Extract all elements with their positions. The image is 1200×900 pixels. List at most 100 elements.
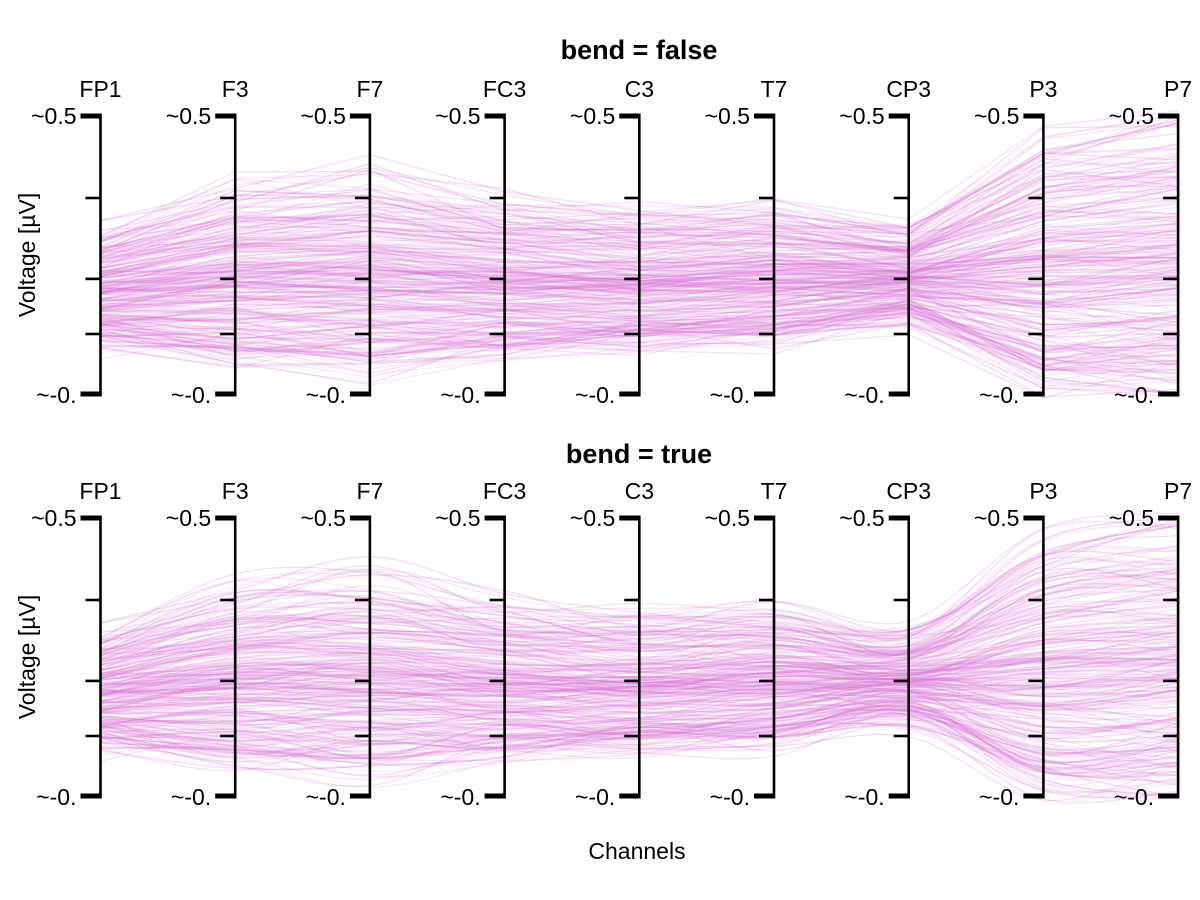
axis-tick: [1163, 734, 1179, 738]
axis-tick: [489, 598, 505, 602]
axis-tick: [888, 793, 909, 799]
axis-tick: [619, 391, 640, 397]
axis-tick: [759, 196, 774, 200]
axis-tick: [215, 793, 236, 799]
axis-tick-label-bottom: ~-0.: [171, 784, 211, 810]
axis-tick: [1163, 679, 1179, 683]
axis-tick: [888, 391, 909, 397]
axis-spine: [99, 113, 102, 397]
axis-tick-label-bottom: ~-0.: [171, 382, 211, 408]
axis-tick-label-top: ~0.5: [1109, 103, 1154, 129]
axis-tick: [85, 196, 101, 200]
axis-tick: [1023, 515, 1044, 521]
axis-spine: [99, 515, 102, 799]
axis-spine: [772, 515, 776, 799]
axis-tick: [220, 196, 236, 200]
channel-label: CP3: [886, 76, 931, 102]
axis-tick-label-top: ~0.5: [166, 505, 211, 531]
axis-tick: [1028, 196, 1044, 200]
channel-label: T7: [761, 76, 788, 102]
axis-tick: [354, 332, 370, 336]
data-line: [100, 523, 1179, 642]
axis-spine: [907, 113, 910, 397]
axis-tick: [489, 196, 505, 200]
axis-tick: [888, 113, 909, 119]
axis-tick: [354, 734, 370, 738]
axis-tick-label-bottom: ~-0.: [1114, 784, 1154, 810]
axis-tick-label-bottom: ~-0.: [440, 382, 480, 408]
axis-tick-label-bottom: ~-0.: [575, 382, 615, 408]
channel-label: C3: [625, 478, 654, 504]
axes: FP1~0.5~-0.F3~0.5~-0.F7~0.5~-0.FC3~0.5~-…: [31, 76, 1192, 408]
axis-spine: [233, 515, 237, 799]
axis-tick: [484, 515, 505, 521]
axis-tick: [489, 277, 505, 281]
channel-label: CP3: [886, 478, 931, 504]
axis-tick-label-bottom: ~-0.: [710, 784, 750, 810]
axis-tick: [893, 734, 909, 738]
axis-spine: [503, 515, 506, 799]
axis-tick: [759, 277, 774, 281]
axis-tick: [85, 679, 101, 683]
axis-tick: [754, 515, 774, 521]
channel-label: P3: [1029, 76, 1057, 102]
axis-tick-label-bottom: ~-0.: [1114, 382, 1154, 408]
axis-tick-label-bottom: ~-0.: [710, 382, 750, 408]
axis-tick: [1163, 332, 1179, 336]
channel-label: C3: [625, 76, 654, 102]
axis-tick: [759, 598, 774, 602]
axis-tick: [85, 734, 101, 738]
axis-tick: [1163, 598, 1179, 602]
axis-tick: [1163, 196, 1179, 200]
x-axis-label: Channels: [588, 838, 686, 864]
axis-tick: [489, 734, 505, 738]
axis-tick-label-top: ~0.5: [974, 103, 1019, 129]
axis-tick-label-top: ~0.5: [300, 103, 345, 129]
axis-tick: [80, 391, 101, 397]
axis-tick: [354, 598, 370, 602]
axis-tick: [624, 734, 640, 738]
axis-tick: [220, 332, 236, 336]
data-line: [100, 545, 1179, 652]
axis-tick: [220, 679, 236, 683]
plot-title-bend-true: bend = true: [565, 439, 713, 469]
axis-tick: [888, 515, 909, 521]
axis-tick: [489, 332, 505, 336]
axis-spine: [368, 515, 372, 799]
axis-tick: [349, 515, 370, 521]
axes: FP1~0.5~-0.F3~0.5~-0.F7~0.5~-0.FC3~0.5~-…: [31, 478, 1192, 810]
channel-label: P7: [1164, 478, 1192, 504]
axis-tick: [80, 515, 101, 521]
axis-tick-label-bottom: ~-0.: [575, 784, 615, 810]
subplot-bend-false: FP1~0.5~-0.F3~0.5~-0.F7~0.5~-0.FC3~0.5~-…: [31, 76, 1192, 408]
axis-tick-label-bottom: ~-0.: [306, 382, 346, 408]
axis-tick: [619, 515, 640, 521]
axis-tick: [1158, 793, 1179, 799]
axis-tick: [85, 332, 101, 336]
axis-tick: [1028, 734, 1044, 738]
axis-tick-label-top: ~0.5: [300, 505, 345, 531]
axis-tick: [484, 391, 505, 397]
data-line: [100, 550, 1179, 656]
axis-tick: [85, 277, 101, 281]
axis-spine: [907, 515, 910, 799]
axis-tick: [354, 277, 370, 281]
axis-spine: [233, 113, 237, 397]
axis-tick: [349, 113, 370, 119]
axis-tick: [1028, 598, 1044, 602]
axis-tick: [484, 793, 505, 799]
axis-tick: [619, 793, 640, 799]
axis-tick: [215, 515, 236, 521]
axis-tick: [1158, 113, 1179, 119]
axis-tick-label-top: ~0.5: [974, 505, 1019, 531]
axis-tick-label-top: ~0.5: [1109, 505, 1154, 531]
axis-tick-label-bottom: ~-0.: [306, 784, 346, 810]
channel-label: FP1: [79, 478, 121, 504]
subplot-bend-true: FP1~0.5~-0.F3~0.5~-0.F7~0.5~-0.FC3~0.5~-…: [31, 478, 1192, 810]
axis-spine: [368, 113, 372, 397]
axis-tick-label-bottom: ~-0.: [979, 382, 1019, 408]
axis-tick: [893, 332, 909, 336]
axis-tick: [1158, 391, 1179, 397]
axis-tick: [759, 734, 774, 738]
axis-tick-label-top: ~0.5: [31, 505, 76, 531]
